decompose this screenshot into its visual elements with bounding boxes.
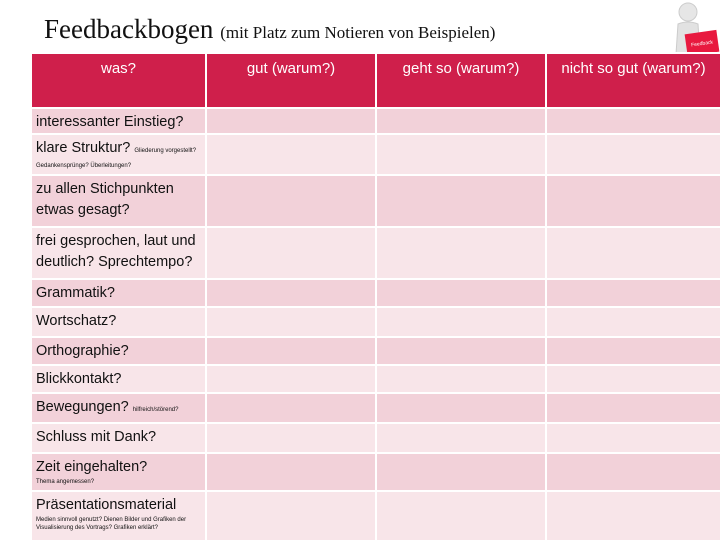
table-row: zu allen Stichpunkten etwas gesagt? <box>30 174 720 228</box>
answer-cell <box>205 392 377 424</box>
table-row: frei gesprochen, laut und deutlich? Spre… <box>30 226 720 280</box>
criterion-cell: interessanter Einstieg? <box>30 107 207 135</box>
criterion-cell: Zeit eingehalten? Thema angemessen? <box>30 452 207 492</box>
answer-cell <box>375 392 547 424</box>
icon-sign: Feedback <box>691 39 714 48</box>
criterion-cell: Orthographie? <box>30 336 207 366</box>
criterion: frei gesprochen, laut und deutlich? Spre… <box>36 233 196 270</box>
answer-cell <box>375 422 547 454</box>
answer-cell <box>545 364 720 394</box>
answer-cell <box>375 452 547 492</box>
answer-cell <box>205 336 377 366</box>
answer-cell <box>205 422 377 454</box>
criterion: Grammatik? <box>36 285 115 301</box>
answer-cell <box>375 107 547 135</box>
column-header: gut (warum?) <box>205 52 377 109</box>
criterion-cell: Präsentationsmaterial Medien sinnvoll gen… <box>30 490 207 542</box>
answer-cell <box>375 174 547 228</box>
criterion-cell: Schluss mit Dank? <box>30 422 207 454</box>
table-row: klare Struktur? Gliederung vorgestellt? G… <box>30 133 720 176</box>
criterion: Zeit eingehalten? <box>36 459 148 475</box>
answer-cell <box>545 133 720 176</box>
answer-cell <box>545 107 720 135</box>
answer-cell <box>545 306 720 338</box>
criterion-cell: Wortschatz? <box>30 306 207 338</box>
table-row: Schluss mit Dank? <box>30 422 720 454</box>
criterion-cell: zu allen Stichpunkten etwas gesagt? <box>30 174 207 228</box>
criterion-note: Thema angemessen? <box>36 479 95 485</box>
criterion: Wortschatz? <box>36 313 117 329</box>
answer-cell <box>375 490 547 542</box>
answer-cell <box>375 306 547 338</box>
answer-cell <box>205 364 377 394</box>
criterion-cell: frei gesprochen, laut und deutlich? Spre… <box>30 226 207 280</box>
answer-cell <box>205 278 377 308</box>
title-block: Feedbackbogen (mit Platz zum Notieren vo… <box>44 14 495 45</box>
criterion-note: hilfreich/störend? <box>132 407 179 413</box>
table-row: Bewegungen? hilfreich/störend? <box>30 392 720 424</box>
answer-cell <box>545 336 720 366</box>
criterion-cell: Bewegungen? hilfreich/störend? <box>30 392 207 424</box>
feedback-icon: Feedback <box>675 2 720 69</box>
criterion-cell: Blickkontakt? <box>30 364 207 394</box>
column-header: nicht so gut (warum?) <box>545 52 720 109</box>
criterion: Blickkontakt? <box>36 371 122 387</box>
table-row: Präsentationsmaterial Medien sinnvoll gen… <box>30 490 720 542</box>
table-row: Blickkontakt? <box>30 364 720 394</box>
criterion: Präsentationsmaterial <box>36 497 177 513</box>
answer-cell <box>375 364 547 394</box>
criterion: klare Struktur? <box>36 140 131 156</box>
answer-cell <box>545 174 720 228</box>
criterion-note: Gedankensprünge? Überleitungen? <box>36 163 132 169</box>
table-row: Wortschatz? <box>30 306 720 338</box>
answer-cell <box>545 278 720 308</box>
answer-cell <box>205 306 377 338</box>
column-header: was? <box>30 52 207 109</box>
answer-cell <box>375 336 547 366</box>
table-row: Orthographie? <box>30 336 720 366</box>
column-header: geht so (warum?) <box>375 52 547 109</box>
criterion-cell: Grammatik? <box>30 278 207 308</box>
feedback-table: was? gut (warum?) geht so (warum?) nicht so… <box>30 52 720 542</box>
criterion: Schluss mit Dank? <box>36 429 157 445</box>
answer-cell <box>545 422 720 454</box>
answer-cell <box>545 226 720 280</box>
criterion: zu allen Stichpunkten etwas gesagt? <box>36 181 174 218</box>
answer-cell <box>205 226 377 280</box>
answer-cell <box>205 174 377 228</box>
answer-cell <box>205 133 377 176</box>
table-row: Grammatik? <box>30 278 720 308</box>
criterion-note: Gliederung vorgestellt? <box>134 148 197 154</box>
table-row: interessanter Einstieg? <box>30 107 720 135</box>
answer-cell <box>205 107 377 135</box>
title: Feedbackbogen <box>44 14 214 44</box>
answer-cell <box>545 490 720 542</box>
answer-cell <box>375 133 547 176</box>
subtitle: (mit Platz zum Notieren von Beispielen) <box>220 23 496 42</box>
table-row: Zeit eingehalten? Thema angemessen? <box>30 452 720 492</box>
answer-cell <box>205 452 377 492</box>
criterion: Bewegungen? <box>36 399 129 415</box>
criterion-note: Medien sinnvoll genutzt? Dienen Bilder u… <box>36 517 187 531</box>
answer-cell <box>205 490 377 542</box>
answer-cell <box>545 452 720 492</box>
criterion-cell: klare Struktur? Gliederung vorgestellt? G… <box>30 133 207 176</box>
answer-cell <box>375 278 547 308</box>
answer-cell <box>375 226 547 280</box>
criterion: interessanter Einstieg? <box>36 114 184 130</box>
criterion: Orthographie? <box>36 343 129 359</box>
answer-cell <box>545 392 720 424</box>
